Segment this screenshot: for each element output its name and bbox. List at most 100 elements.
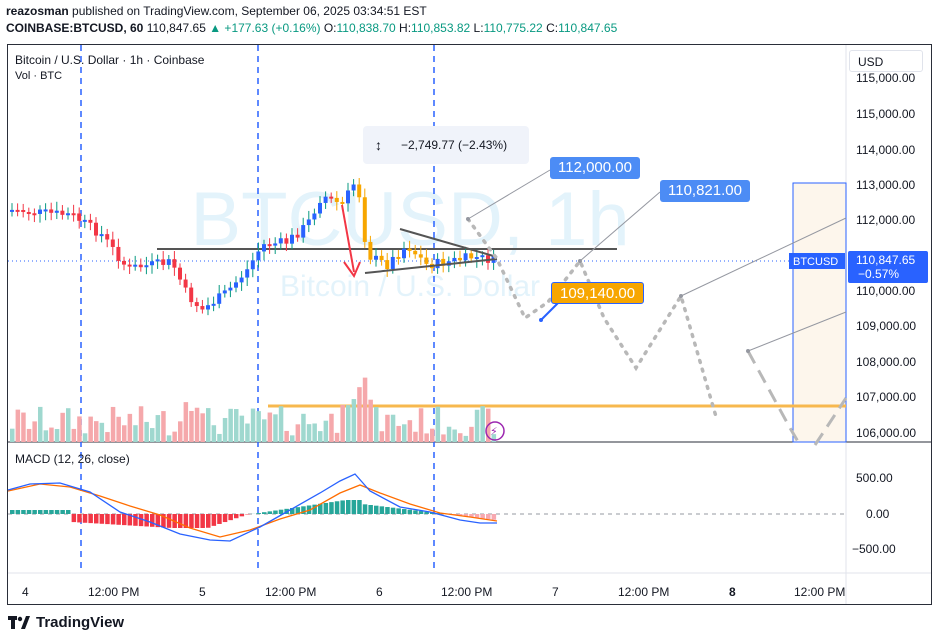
- symbol-tag-bg: [789, 253, 845, 269]
- currency-button[interactable]: USD: [849, 50, 923, 72]
- brand-footer[interactable]: TradingView: [8, 614, 124, 631]
- macd-hist-bar: [278, 509, 284, 514]
- candle: [267, 238, 272, 254]
- volume-bar: [267, 412, 273, 442]
- candle: [278, 232, 283, 250]
- time-axis[interactable]: 4 12:00 PM 5 12:00 PM 6 12:00 PM 7 12:00…: [22, 585, 845, 599]
- ohlc-line: COINBASE:BTCUSD, 60 110,847.65 ▲ +177.63…: [6, 21, 617, 35]
- volume-bar: [424, 433, 429, 442]
- price-tag-change: −0.57%: [858, 267, 899, 281]
- candle: [32, 208, 37, 223]
- macd-hist-bar: [362, 504, 368, 514]
- time-tick-label: 5: [199, 585, 206, 599]
- macd-hist-bar: [43, 510, 49, 514]
- candle: [318, 196, 322, 218]
- macd-hist-bar: [239, 514, 245, 517]
- callout-leader: [467, 169, 551, 220]
- projection-path-3[interactable]: [813, 397, 848, 446]
- volume-bar: [15, 409, 21, 442]
- volume-bar: [250, 408, 256, 442]
- candle: [206, 297, 210, 316]
- macd-hist-bar: [133, 514, 138, 526]
- macd-hist-bar: [390, 507, 396, 514]
- candle: [183, 273, 188, 293]
- macd-hist-bar: [88, 514, 93, 524]
- volume-bar: [144, 421, 149, 442]
- volume-bar: [38, 406, 43, 442]
- projection-box[interactable]: [792, 182, 847, 443]
- target-callout[interactable]: 112,000.00: [550, 157, 640, 179]
- candle: [217, 284, 222, 309]
- volume-bar: [278, 406, 284, 442]
- volume-bar: [116, 416, 121, 442]
- candle: [189, 282, 194, 307]
- macd-tick-label: 500.00: [856, 471, 893, 485]
- volume-bar: [234, 409, 239, 442]
- projection-path-2[interactable]: [746, 350, 802, 446]
- volume-bar: [60, 412, 65, 442]
- macd-hist-bar: [486, 514, 491, 520]
- candle: [94, 217, 98, 242]
- volume-bar: [340, 405, 345, 442]
- macd-hist-bar: [206, 514, 211, 528]
- candle: [211, 296, 216, 312]
- macd-hist-bar: [122, 514, 127, 526]
- macd-hist-bar: [368, 505, 373, 514]
- volume-bar: [122, 425, 127, 442]
- volume-bar: [396, 425, 401, 442]
- volume-bar: [217, 433, 222, 442]
- macd-hist-bar: [38, 510, 43, 514]
- volume-bar: [256, 411, 261, 442]
- candle: [172, 251, 177, 276]
- drop-arrow[interactable]: [341, 204, 355, 273]
- macd-hist-bar: [480, 514, 485, 519]
- macd-hist-bar: [273, 510, 278, 514]
- macd-hist-bar: [228, 514, 233, 521]
- macd-axis[interactable]: 500.00 0.00 −500.00: [852, 471, 896, 556]
- time-tick-label: 12:00 PM: [265, 585, 316, 599]
- volume-bar: [105, 432, 110, 442]
- triangle-upper-line[interactable]: [399, 228, 498, 258]
- macd-hist-bar: [463, 514, 469, 517]
- candle: [194, 297, 199, 313]
- volume-legend[interactable]: Vol · BTC: [15, 70, 63, 82]
- volume-bar: [306, 424, 312, 442]
- candle: [402, 241, 406, 263]
- published-text: published on TradingView.com, September …: [68, 4, 427, 18]
- candle: [38, 205, 42, 223]
- macd-hist-bar: [407, 509, 413, 514]
- candle: [15, 203, 20, 217]
- volume-bar: [66, 408, 71, 442]
- target-callout[interactable]: 110,821.00: [660, 180, 750, 202]
- triangle-lower-line[interactable]: [364, 258, 498, 274]
- volume-bar: [390, 414, 396, 442]
- macd-hist-bar: [222, 514, 228, 523]
- volume-bars: [10, 377, 497, 442]
- price-tick-label: 115,000.00: [856, 71, 915, 85]
- candle: [71, 204, 76, 222]
- publisher-name[interactable]: reazosman: [6, 4, 69, 18]
- candle: [239, 271, 244, 291]
- price-axis[interactable]: 115,000.00 115,000.00 114,000.00 113,000…: [856, 71, 916, 440]
- projection-path[interactable]: [466, 217, 719, 422]
- high-value: 110,853.82: [411, 21, 471, 35]
- tradingview-logo-icon: [8, 615, 30, 629]
- macd-hist-bar: [194, 514, 200, 528]
- candle: [262, 239, 266, 261]
- candle: [222, 284, 227, 298]
- drop-arrow-head: [343, 261, 361, 279]
- candle: [150, 253, 154, 274]
- candle: [166, 254, 171, 270]
- last-price: 110,847.65: [146, 21, 206, 35]
- volume-bar: [110, 406, 116, 442]
- volume-bar: [222, 417, 228, 442]
- price-tag-bg: [848, 251, 928, 283]
- macd-hist-bar: [351, 500, 357, 514]
- event-icon[interactable]: [485, 421, 505, 441]
- candle: [228, 281, 233, 298]
- macd-legend[interactable]: MACD (12, 26, close): [15, 452, 130, 466]
- target-callout[interactable]: 109,140.00: [551, 282, 645, 304]
- volume-bar: [99, 422, 105, 442]
- series-legend[interactable]: Bitcoin / U.S. Dollar · 1h · Coinbase: [15, 53, 205, 67]
